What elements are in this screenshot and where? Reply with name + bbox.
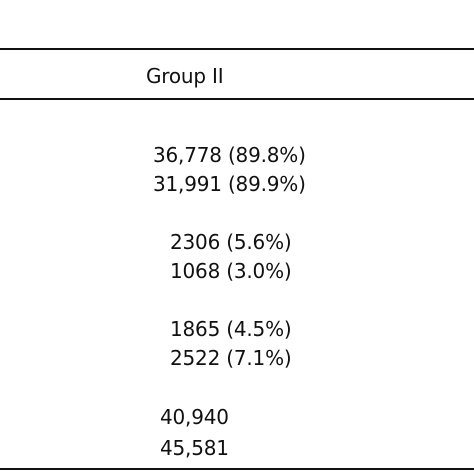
column-header-group-ii: Group II [146, 64, 224, 88]
table-bottom-rule [0, 468, 474, 470]
table-top-rule [0, 48, 474, 50]
table-cell: 1068 (3.0%) [170, 259, 292, 283]
table-cell: 1865 (4.5%) [170, 317, 292, 341]
table-cell: 2306 (5.6%) [170, 230, 292, 254]
table-cell: 36,778 (89.8%) [153, 143, 306, 167]
table-cell: 31,991 (89.9%) [153, 172, 306, 196]
table-cell: 45,581 [160, 436, 229, 460]
table-cell: 40,940 [160, 405, 229, 429]
table-cell: 2522 (7.1%) [170, 346, 292, 370]
table-header-rule [0, 98, 474, 100]
